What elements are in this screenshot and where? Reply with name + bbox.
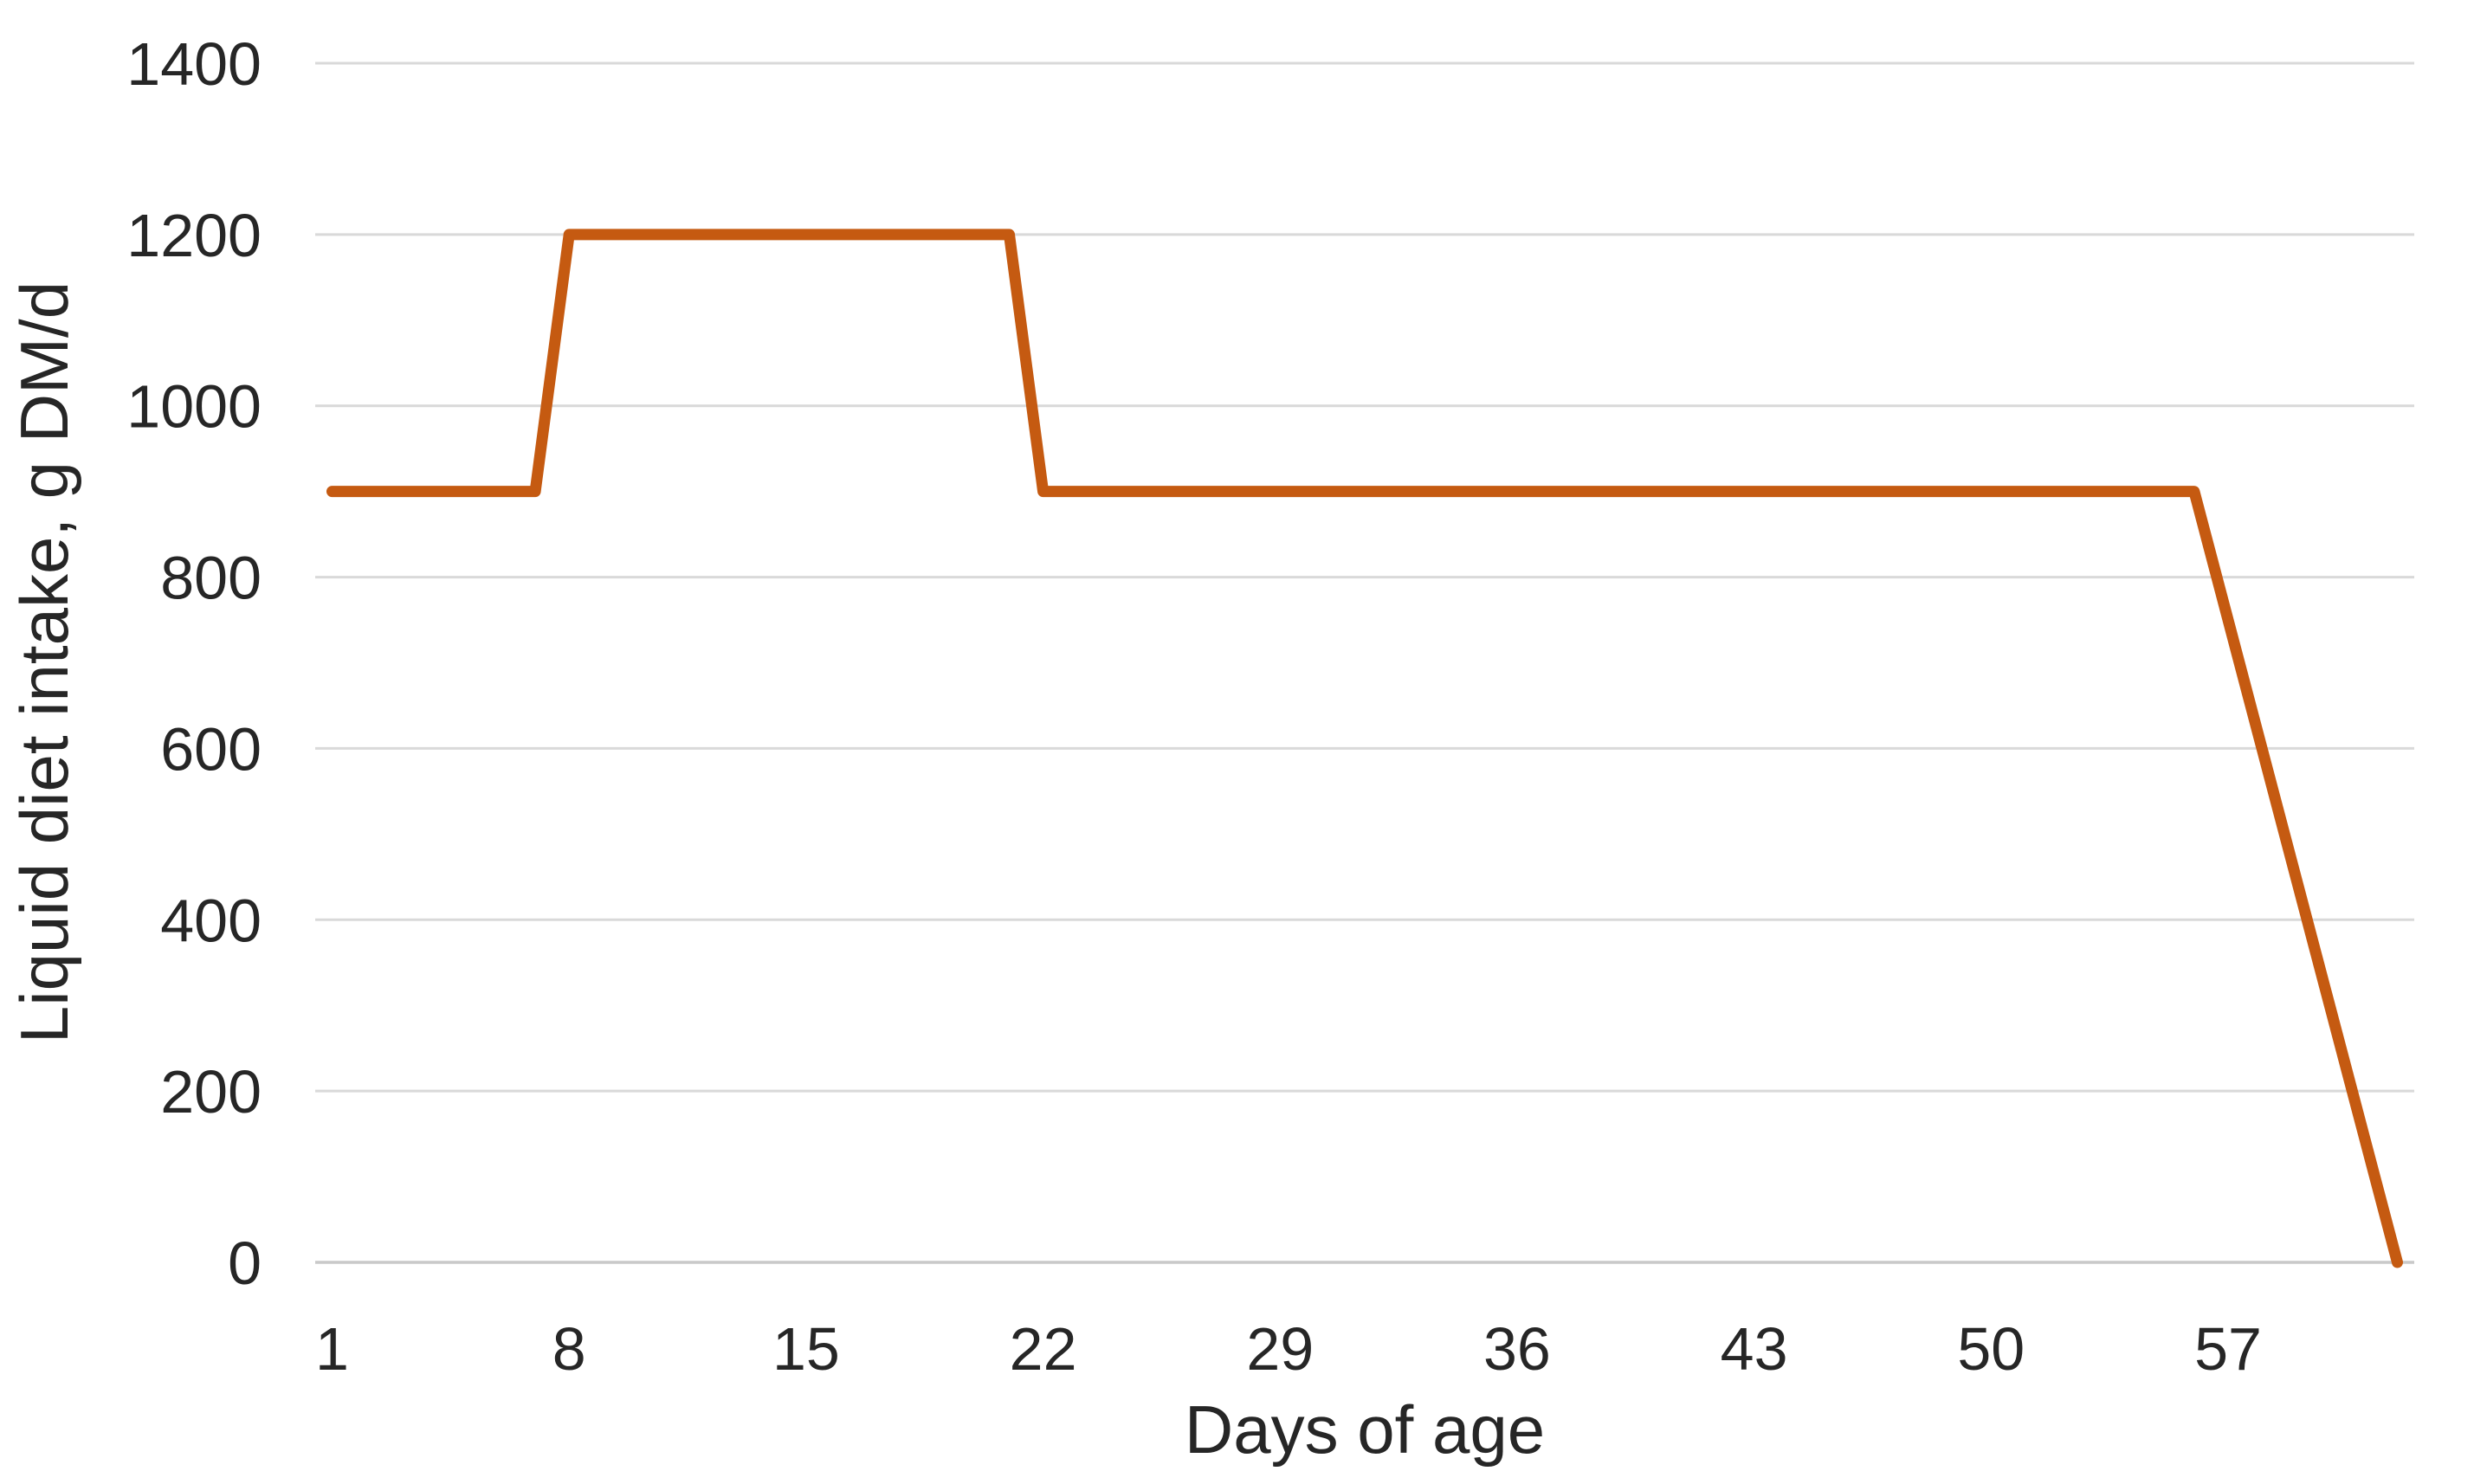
y-tick-label-1400: 1400 — [126, 30, 262, 98]
x-tick-labels: 1 8 15 22 29 36 43 50 57 — [315, 1315, 2262, 1383]
y-axis-title: Liquid diet intake, g DM/d — [6, 281, 82, 1043]
y-tick-label-400: 400 — [160, 887, 262, 954]
liquid-diet-intake-line — [326, 229, 2403, 1268]
x-tick-label-8: 8 — [552, 1315, 586, 1383]
gridlines — [315, 61, 2414, 1093]
y-tick-labels: 0 200 400 600 800 1000 1200 1400 — [126, 30, 262, 1297]
x-tick-label-36: 36 — [1483, 1315, 1551, 1383]
y-tick-label-600: 600 — [160, 715, 262, 783]
x-tick-label-22: 22 — [1010, 1315, 1077, 1383]
y-tick-label-1000: 1000 — [126, 373, 262, 441]
x-tick-label-57: 57 — [2194, 1315, 2262, 1383]
x-tick-label-29: 29 — [1246, 1315, 1314, 1383]
x-tick-label-15: 15 — [772, 1315, 840, 1383]
y-tick-label-800: 800 — [160, 545, 262, 612]
x-axis-title: Days of age — [1185, 1391, 1545, 1468]
x-tick-label-1: 1 — [315, 1315, 349, 1383]
y-tick-label-1200: 1200 — [126, 202, 262, 269]
x-tick-label-50: 50 — [1957, 1315, 2025, 1383]
y-tick-label-200: 200 — [160, 1058, 262, 1126]
x-tick-label-43: 43 — [1721, 1315, 1788, 1383]
y-tick-label-0: 0 — [228, 1229, 262, 1297]
